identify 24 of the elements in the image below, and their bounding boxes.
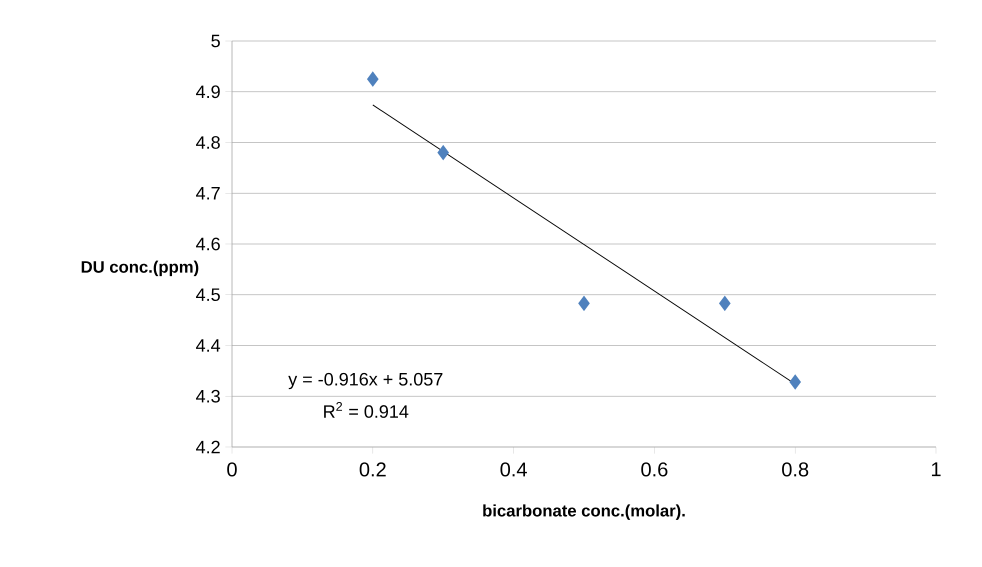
annotation: y = -0.916x + 5.057 xyxy=(288,372,442,390)
x-tick-label: 0.6 xyxy=(641,462,668,477)
y-tick-label: 4.6 xyxy=(196,238,220,250)
y-tick-label: 4.8 xyxy=(196,136,220,149)
x-tick-label: 0.8 xyxy=(782,462,808,477)
y-axis-title: DU conc.(ppm) xyxy=(82,260,198,276)
x-tick-label: 0.4 xyxy=(500,462,527,477)
y-tick-label: 4.9 xyxy=(196,85,220,98)
y-tick-label: 4.7 xyxy=(196,187,220,200)
y-tick-label: 5 xyxy=(211,34,220,48)
y-tick-label: 4.3 xyxy=(196,390,220,403)
x-axis-title: bicarbonate conc.(molar). xyxy=(483,504,685,520)
y-tick-label: 4.2 xyxy=(196,440,220,454)
x-tick-label: 0.2 xyxy=(360,462,386,477)
point xyxy=(367,71,379,87)
point xyxy=(437,145,449,160)
x-tick-label: 1 xyxy=(932,462,941,476)
y-tick-label: 4.4 xyxy=(196,339,220,352)
annotation: R$^{2}$ = 0.914 xyxy=(324,402,408,418)
point xyxy=(578,296,590,311)
point xyxy=(719,296,731,311)
y-tick-label: 4.5 xyxy=(196,288,220,302)
point xyxy=(789,374,801,390)
x-tick-label: 0 xyxy=(227,462,237,477)
